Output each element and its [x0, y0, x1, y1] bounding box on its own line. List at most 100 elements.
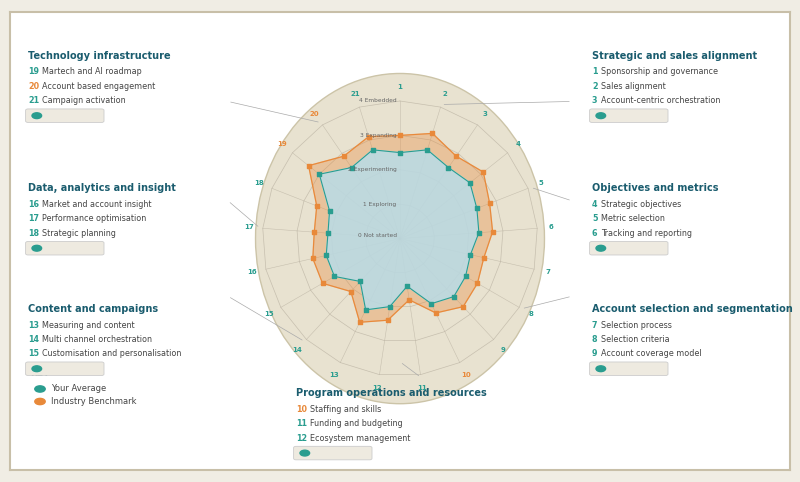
Text: Strategic planning: Strategic planning — [42, 229, 115, 238]
Text: 0 Not started: 0 Not started — [358, 233, 397, 238]
Point — [310, 202, 323, 210]
Text: 21: 21 — [28, 96, 39, 106]
Text: 1 Exploring: 1 Exploring — [363, 201, 397, 207]
Text: 6: 6 — [592, 229, 598, 238]
Text: Average 2.1: Average 2.1 — [314, 449, 362, 457]
Point — [316, 280, 329, 287]
Text: 20: 20 — [28, 82, 39, 91]
Point — [306, 254, 319, 262]
Text: 4: 4 — [592, 200, 598, 209]
Point — [457, 303, 470, 310]
Text: Content and campaigns: Content and campaigns — [28, 304, 158, 314]
Point — [354, 278, 366, 285]
Text: 4 Embedded: 4 Embedded — [359, 98, 397, 104]
Point — [328, 273, 341, 281]
Text: Performance optimisation: Performance optimisation — [42, 214, 146, 224]
Point — [463, 179, 476, 187]
Point — [470, 204, 483, 212]
Text: 3: 3 — [483, 110, 488, 117]
Text: 18: 18 — [28, 229, 39, 238]
Text: Account coverage model: Account coverage model — [601, 349, 702, 359]
Text: 2: 2 — [592, 82, 598, 91]
Text: 11: 11 — [418, 385, 427, 391]
Text: Account-centric orchestration: Account-centric orchestration — [601, 96, 720, 106]
Text: 13: 13 — [28, 321, 39, 330]
Text: 16: 16 — [248, 269, 258, 275]
Point — [308, 228, 321, 236]
Text: 6: 6 — [549, 224, 554, 230]
Text: 17: 17 — [28, 214, 39, 224]
Text: Average 2.2: Average 2.2 — [46, 244, 94, 253]
Text: 12: 12 — [296, 434, 307, 443]
Text: 14: 14 — [292, 347, 302, 352]
Text: Ecosystem management: Ecosystem management — [310, 434, 410, 443]
Text: KEY: KEY — [30, 369, 50, 378]
Text: 8: 8 — [529, 311, 534, 317]
Text: 12: 12 — [373, 385, 382, 391]
Text: Multi channel orchestration: Multi channel orchestration — [42, 335, 152, 344]
Point — [302, 162, 315, 170]
Point — [477, 168, 490, 176]
Text: Measuring and content: Measuring and content — [42, 321, 134, 330]
Polygon shape — [309, 134, 493, 322]
Text: 21: 21 — [350, 91, 360, 97]
Point — [483, 200, 496, 207]
Point — [450, 152, 462, 160]
Point — [401, 282, 414, 290]
Text: Market and account insight: Market and account insight — [42, 200, 151, 209]
Ellipse shape — [255, 73, 545, 404]
Text: 2: 2 — [442, 91, 447, 97]
Text: 17: 17 — [244, 224, 254, 230]
Point — [430, 309, 442, 317]
Text: 15: 15 — [264, 311, 274, 317]
Point — [345, 288, 358, 295]
Text: Strategic and sales alignment: Strategic and sales alignment — [592, 51, 757, 61]
Text: Average 2.4: Average 2.4 — [610, 244, 658, 253]
Text: Average 2.3: Average 2.3 — [46, 364, 94, 373]
Text: 5: 5 — [538, 180, 543, 186]
Text: Funding and budgeting: Funding and budgeting — [310, 419, 402, 428]
Text: 20: 20 — [310, 110, 319, 117]
Text: Account selection and segmentation: Account selection and segmentation — [592, 304, 793, 314]
Point — [362, 133, 375, 141]
Text: Average 2.6: Average 2.6 — [610, 111, 658, 120]
Text: 10: 10 — [296, 405, 307, 414]
Text: 19: 19 — [277, 141, 286, 147]
Text: Campaign activation: Campaign activation — [42, 96, 126, 106]
Point — [421, 146, 434, 154]
Text: Average 2.2: Average 2.2 — [46, 111, 94, 120]
Polygon shape — [319, 150, 479, 310]
Text: 14: 14 — [28, 335, 39, 344]
Text: 2 Experimenting: 2 Experimenting — [348, 167, 397, 172]
Text: Technology infrastructure: Technology infrastructure — [28, 51, 170, 61]
Text: 3: 3 — [592, 96, 598, 106]
Text: Program operations and resources: Program operations and resources — [296, 388, 486, 398]
Text: 18: 18 — [254, 180, 264, 186]
Text: 5: 5 — [592, 214, 598, 224]
Text: 8: 8 — [592, 335, 598, 344]
Point — [442, 164, 455, 172]
Text: 10: 10 — [461, 372, 470, 378]
Text: Account based engagement: Account based engagement — [42, 82, 155, 91]
Text: 7: 7 — [592, 321, 598, 330]
Point — [382, 316, 394, 324]
Text: Martech and AI roadmap: Martech and AI roadmap — [42, 67, 142, 77]
Point — [313, 171, 326, 178]
Text: Tracking and reporting: Tracking and reporting — [601, 229, 692, 238]
Text: Sales alignment: Sales alignment — [601, 82, 666, 91]
Point — [473, 229, 486, 237]
Point — [322, 229, 334, 237]
Point — [394, 149, 406, 157]
Text: 15: 15 — [28, 349, 39, 359]
Point — [383, 303, 396, 310]
Point — [345, 164, 358, 172]
Point — [486, 228, 499, 236]
Point — [323, 207, 336, 215]
Text: Customisation and personalisation: Customisation and personalisation — [42, 349, 181, 359]
Text: 7: 7 — [545, 269, 550, 275]
Point — [394, 132, 406, 139]
Point — [366, 146, 379, 154]
Point — [359, 306, 372, 314]
Text: 16: 16 — [28, 200, 39, 209]
Text: 19: 19 — [28, 67, 39, 77]
